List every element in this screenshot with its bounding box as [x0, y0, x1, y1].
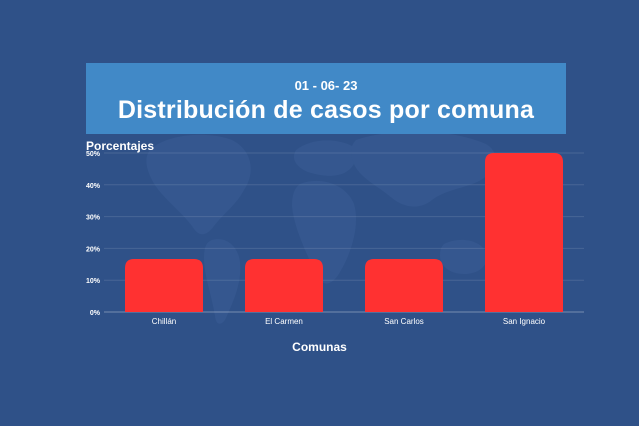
y-axis-ticks: 0% 10% 20% 30% 40% 50% [86, 151, 101, 317]
chart-title: Distribución de casos por comuna [117, 96, 535, 124]
x-tick-label: Chillán [152, 317, 176, 326]
x-tick-label: San Ignacio [503, 317, 546, 326]
y-tick-label: 50% [86, 151, 101, 158]
y-tick-label: 10% [86, 278, 101, 285]
bar-san-ignacio [485, 153, 563, 312]
x-axis-ticks: Chillán El Carmen San Carlos San Ignacio [152, 317, 546, 326]
x-axis-label: Comunas [292, 340, 347, 354]
y-tick-label: 30% [86, 215, 101, 222]
x-tick-label: El Carmen [265, 317, 303, 326]
bar-chillan [125, 258, 203, 312]
title-banner: 01 - 06- 23 Distribución de casos por co… [86, 63, 566, 134]
x-tick-label: San Carlos [384, 317, 424, 326]
y-tick-label: 20% [86, 246, 101, 253]
bar-san-carlos [365, 258, 443, 312]
bar-el-carmen [245, 258, 323, 312]
y-tick-label: 40% [86, 183, 101, 190]
y-tick-label: 0% [90, 310, 101, 317]
y-axis-label: Porcentajes [86, 139, 155, 153]
report-date: 01 - 06- 23 [294, 78, 358, 93]
bars [125, 153, 563, 312]
